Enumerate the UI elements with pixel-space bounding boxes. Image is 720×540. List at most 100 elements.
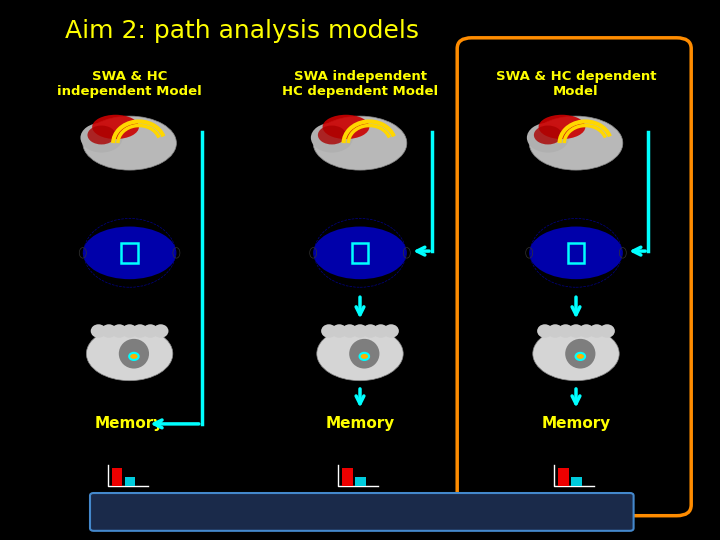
Text: Memory: Memory	[325, 416, 395, 431]
Ellipse shape	[539, 232, 613, 273]
Ellipse shape	[552, 239, 600, 266]
Ellipse shape	[534, 126, 562, 144]
Ellipse shape	[559, 244, 593, 262]
Ellipse shape	[568, 324, 584, 338]
Bar	[355, 477, 366, 486]
Ellipse shape	[93, 232, 166, 273]
Ellipse shape	[349, 339, 379, 368]
Ellipse shape	[91, 324, 107, 338]
Ellipse shape	[91, 231, 168, 275]
Text: Memory: Memory	[95, 416, 164, 431]
Bar	[568, 243, 584, 262]
Ellipse shape	[88, 126, 115, 144]
Ellipse shape	[338, 241, 382, 265]
Ellipse shape	[85, 228, 174, 278]
Ellipse shape	[537, 324, 553, 338]
Ellipse shape	[547, 324, 563, 338]
Ellipse shape	[562, 245, 590, 261]
Ellipse shape	[323, 115, 369, 139]
Ellipse shape	[113, 244, 146, 262]
Ellipse shape	[101, 324, 117, 338]
Ellipse shape	[321, 324, 337, 338]
Ellipse shape	[330, 237, 390, 269]
Ellipse shape	[541, 234, 611, 272]
Ellipse shape	[343, 244, 377, 262]
Ellipse shape	[589, 324, 605, 338]
Circle shape	[129, 353, 139, 360]
Ellipse shape	[153, 324, 168, 338]
Ellipse shape	[313, 116, 407, 170]
Bar	[352, 243, 368, 262]
Ellipse shape	[531, 228, 621, 278]
Ellipse shape	[336, 239, 384, 266]
Ellipse shape	[373, 324, 389, 338]
Ellipse shape	[313, 226, 407, 279]
Ellipse shape	[341, 242, 379, 264]
Ellipse shape	[101, 237, 158, 269]
Ellipse shape	[316, 228, 405, 278]
Bar	[112, 468, 122, 486]
Ellipse shape	[544, 235, 608, 271]
Ellipse shape	[529, 226, 623, 279]
Ellipse shape	[311, 123, 353, 152]
Ellipse shape	[342, 324, 357, 338]
Ellipse shape	[346, 245, 374, 261]
Ellipse shape	[98, 235, 161, 271]
Ellipse shape	[579, 324, 594, 338]
Ellipse shape	[533, 327, 619, 381]
Ellipse shape	[81, 123, 122, 152]
Ellipse shape	[333, 238, 387, 268]
Ellipse shape	[88, 230, 171, 276]
Ellipse shape	[558, 324, 573, 338]
Ellipse shape	[328, 235, 392, 271]
Ellipse shape	[83, 116, 176, 170]
Text: SWA & HC
independent Model: SWA & HC independent Model	[57, 70, 202, 98]
Text: SWA independent
HC dependent Model: SWA independent HC dependent Model	[282, 70, 438, 98]
Bar	[571, 477, 582, 486]
Text: SWA & HC dependent
Model: SWA & HC dependent Model	[496, 70, 656, 98]
Ellipse shape	[352, 324, 368, 338]
Ellipse shape	[115, 245, 143, 261]
Ellipse shape	[86, 327, 173, 381]
Ellipse shape	[557, 242, 595, 264]
Ellipse shape	[105, 239, 154, 266]
Text: mPFC Aβ influences memory through SWA: mPFC Aβ influences memory through SWA	[180, 504, 544, 519]
Ellipse shape	[317, 327, 403, 381]
Ellipse shape	[122, 324, 138, 338]
Ellipse shape	[383, 324, 399, 338]
Ellipse shape	[318, 230, 402, 276]
Ellipse shape	[534, 230, 618, 276]
Bar	[125, 477, 135, 486]
Circle shape	[359, 353, 369, 360]
Ellipse shape	[529, 116, 623, 170]
Ellipse shape	[323, 232, 397, 273]
Bar	[122, 243, 138, 262]
Bar	[342, 468, 353, 486]
Ellipse shape	[83, 226, 176, 279]
Ellipse shape	[331, 324, 347, 338]
Circle shape	[575, 353, 585, 360]
Ellipse shape	[565, 339, 595, 368]
Ellipse shape	[547, 237, 605, 269]
Ellipse shape	[95, 234, 164, 272]
Ellipse shape	[318, 126, 346, 144]
Ellipse shape	[132, 324, 148, 338]
Ellipse shape	[549, 238, 603, 268]
Ellipse shape	[539, 115, 585, 139]
Text: Memory: Memory	[541, 416, 611, 431]
Text: Aim 2: path analysis models: Aim 2: path analysis models	[65, 19, 419, 43]
Ellipse shape	[103, 238, 156, 268]
Ellipse shape	[143, 324, 158, 338]
FancyBboxPatch shape	[90, 493, 634, 531]
Ellipse shape	[363, 324, 378, 338]
Ellipse shape	[110, 242, 149, 264]
Ellipse shape	[108, 241, 151, 265]
Ellipse shape	[527, 123, 569, 152]
Ellipse shape	[537, 231, 615, 275]
Ellipse shape	[92, 115, 139, 139]
Ellipse shape	[554, 241, 598, 265]
Ellipse shape	[325, 234, 395, 272]
Ellipse shape	[321, 231, 399, 275]
Bar	[558, 468, 569, 486]
Ellipse shape	[599, 324, 615, 338]
